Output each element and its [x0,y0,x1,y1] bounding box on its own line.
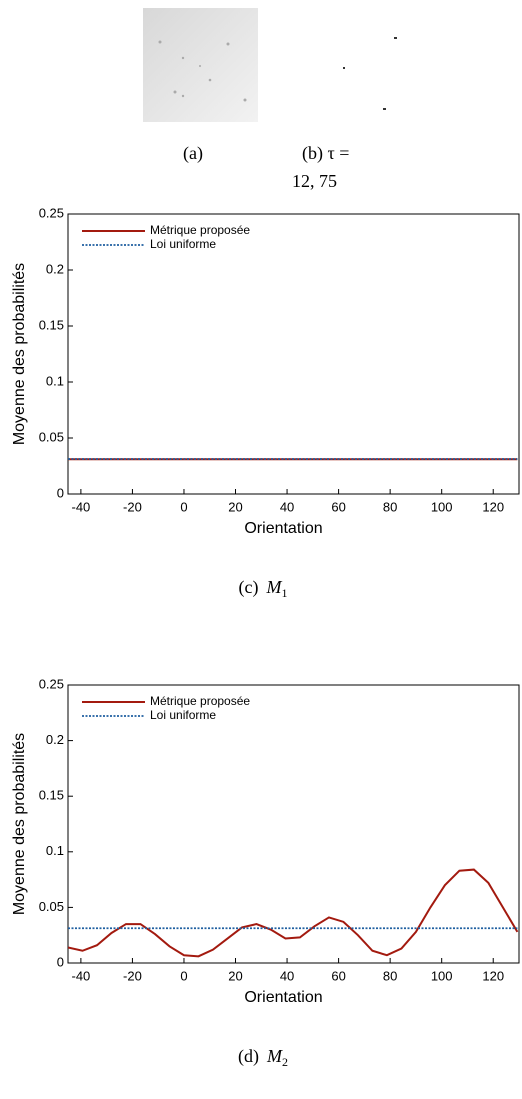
y-tick-label: 0.05 [39,899,64,914]
x-tick-label: 80 [383,968,397,983]
x-tick-label: 100 [431,499,453,514]
x-axis-label: Orientation [244,989,322,1006]
y-axis-label: Moyenne des probabilités [11,263,28,445]
y-tick-label: 0.1 [46,373,64,388]
image-b [343,37,397,110]
legend-label: Loi uniforme [150,708,216,722]
x-axis-label: Orientation [244,520,322,537]
y-tick-label: 0.15 [39,788,64,803]
plot-frame [67,684,520,964]
image-a [143,8,258,122]
caption-var: M [265,577,282,597]
image-caption: (b) τ = [302,143,349,164]
y-tick-label: 0 [57,954,64,969]
y-tick-label: 0 [57,485,64,500]
legend-label: Loi uniforme [150,237,216,251]
series-line [68,868,519,958]
x-tick-label: 20 [228,499,242,514]
x-tick-label: 120 [482,499,504,514]
plot-frame [67,213,520,495]
y-tick-label: 0.15 [39,317,64,332]
y-tick-label: 0.2 [46,261,64,276]
caption-sub: 1 [281,586,287,600]
chart-caption: (c) M1 [239,577,288,600]
x-tick-label: 40 [280,499,294,514]
x-tick-label: -20 [123,499,142,514]
caption-label: (c) [239,577,259,598]
image-caption: (a) [183,143,203,164]
caption-sub: 2 [282,1055,288,1069]
x-tick-label: 80 [383,499,397,514]
x-tick-label: 100 [431,968,453,983]
y-tick-label: 0.25 [39,676,64,691]
caption-label: (d) [238,1046,259,1067]
x-tick-label: 40 [280,968,294,983]
legend-label: Métrique proposée [150,223,250,237]
x-tick-label: 120 [482,968,504,983]
legend-label: Métrique proposée [150,694,250,708]
x-tick-label: 20 [228,968,242,983]
y-tick-label: 0.25 [39,205,64,220]
x-tick-label: 0 [180,968,187,983]
x-tick-label: -20 [123,968,142,983]
y-tick-label: 0.05 [39,429,64,444]
x-tick-label: -40 [71,499,90,514]
x-tick-label: 60 [331,499,345,514]
caption-var: M [266,1046,283,1066]
x-tick-label: -40 [71,968,90,983]
chart: 0 0.05 0.1 0.15 0.2 0.25 -40 -20 0 20 40 60 80 100 120… [11,205,520,600]
x-tick-label: 60 [331,968,345,983]
y-tick-label: 0.1 [46,843,64,858]
chart: 0 0.05 0.1 0.15 0.2 0.25 -40 -20 0 20 40 60 80 100 120… [11,676,520,1069]
chart-caption: (d) M2 [238,1046,288,1069]
image-caption: 12, 75 [292,171,337,191]
x-tick-label: 0 [180,499,187,514]
y-tick-label: 0.2 [46,732,64,747]
y-axis-label: Moyenne des probabilités [11,733,28,915]
